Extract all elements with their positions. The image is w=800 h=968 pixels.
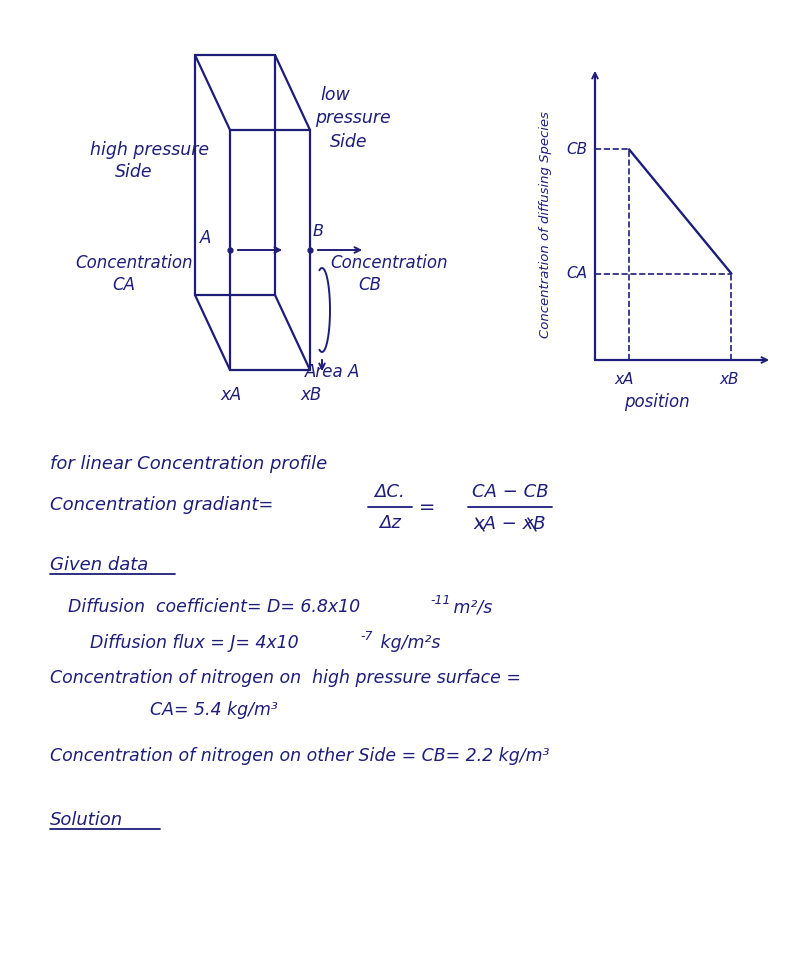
Text: Concentration of nitrogen on other Side = CB= 2.2 kg/m³: Concentration of nitrogen on other Side … [50, 747, 550, 765]
Text: Given data: Given data [50, 556, 148, 574]
Text: B: B [313, 225, 324, 239]
Text: Area A: Area A [305, 363, 360, 381]
Text: xA − xB: xA − xB [474, 515, 546, 533]
Text: CA: CA [112, 276, 135, 294]
Text: Concentration: Concentration [330, 254, 447, 272]
Text: xB: xB [720, 373, 739, 387]
Text: Δz: Δz [379, 514, 401, 532]
Text: Diffusion  coefficient= D= 6.8x10: Diffusion coefficient= D= 6.8x10 [68, 598, 360, 616]
Text: CA − CB: CA − CB [472, 483, 548, 501]
Text: =: = [419, 498, 435, 517]
Text: pressure: pressure [315, 109, 390, 127]
Text: Side: Side [330, 133, 368, 151]
Text: low: low [320, 86, 350, 104]
Text: A: A [200, 229, 211, 247]
Text: xB: xB [300, 386, 322, 404]
Text: high pressure: high pressure [90, 141, 209, 159]
Text: Concentration gradiant=: Concentration gradiant= [50, 496, 274, 514]
Text: xA: xA [220, 386, 242, 404]
Text: CB: CB [358, 276, 381, 294]
Text: Diffusion flux = J= 4x10: Diffusion flux = J= 4x10 [90, 634, 298, 652]
Text: -7: -7 [360, 630, 373, 644]
Text: Concentration: Concentration [75, 254, 193, 272]
Text: xA: xA [614, 373, 634, 387]
Text: CB: CB [566, 142, 587, 157]
Text: Concentration of nitrogen on  high pressure surface =: Concentration of nitrogen on high pressu… [50, 669, 521, 687]
Text: kg/m²s: kg/m²s [375, 634, 440, 652]
Text: ΔC.: ΔC. [374, 483, 406, 501]
Text: m²/s: m²/s [448, 598, 492, 616]
Text: CA: CA [566, 266, 587, 281]
Text: for linear Concentration profile: for linear Concentration profile [50, 455, 327, 473]
Text: Side: Side [115, 163, 153, 181]
Text: position: position [624, 393, 690, 411]
Text: Concentration of diffusing Species: Concentration of diffusing Species [538, 111, 551, 339]
Text: -11: -11 [430, 594, 450, 608]
Text: Solution: Solution [50, 811, 123, 829]
Text: CA= 5.4 kg/m³: CA= 5.4 kg/m³ [150, 701, 278, 719]
